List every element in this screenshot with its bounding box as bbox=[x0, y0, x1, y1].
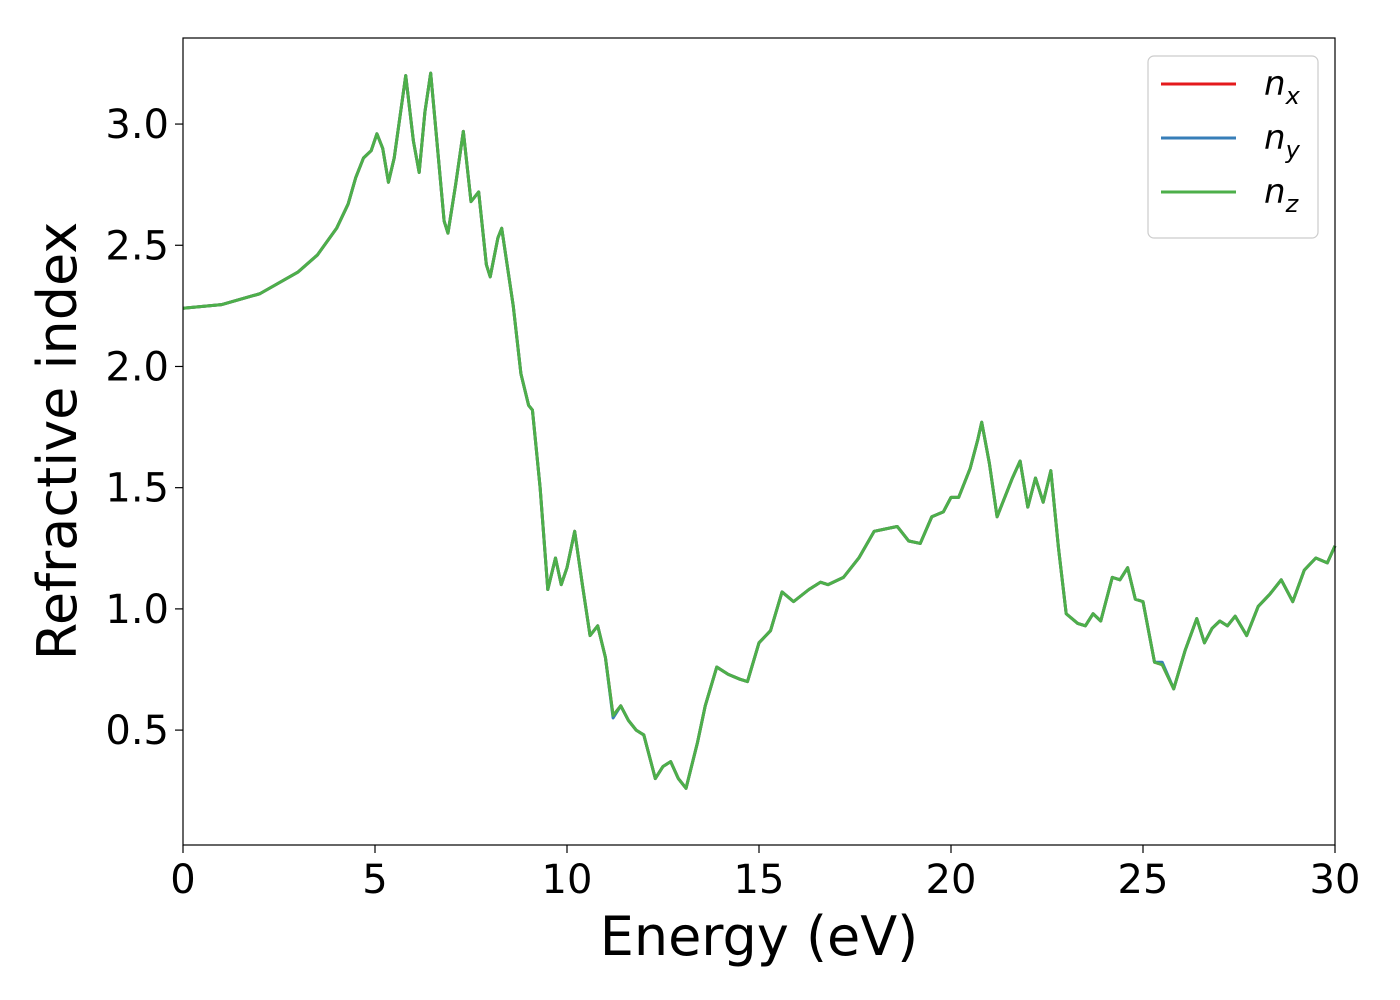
x-tick-label: 30 bbox=[1310, 857, 1361, 903]
x-tick-label: 15 bbox=[734, 857, 785, 903]
y-tick-label: 1.0 bbox=[105, 587, 169, 633]
y-axis-label: Refractive index bbox=[26, 222, 89, 661]
legend: nx ny nz bbox=[1147, 55, 1319, 239]
plot-frame bbox=[182, 37, 1336, 846]
legend-label: nz bbox=[1264, 172, 1300, 218]
x-axis-label: Energy (eV) bbox=[600, 905, 919, 968]
y-tick-label: 2.5 bbox=[105, 223, 169, 269]
x-tick-label: 25 bbox=[1118, 857, 1169, 903]
line-series bbox=[182, 71, 1337, 790]
legend-label: ny bbox=[1264, 118, 1301, 164]
y-tick-label: 1.5 bbox=[105, 466, 169, 512]
x-tick-label: 0 bbox=[170, 857, 195, 903]
y-tick-label: 2.0 bbox=[105, 344, 169, 390]
y-tick-label: 3.0 bbox=[105, 102, 169, 148]
y-tick-label: 0.5 bbox=[105, 708, 169, 754]
legend-label: nx bbox=[1264, 64, 1301, 110]
x-tick-label: 10 bbox=[542, 857, 593, 903]
x-tick-label: 5 bbox=[362, 857, 387, 903]
x-tick-label: 20 bbox=[926, 857, 977, 903]
